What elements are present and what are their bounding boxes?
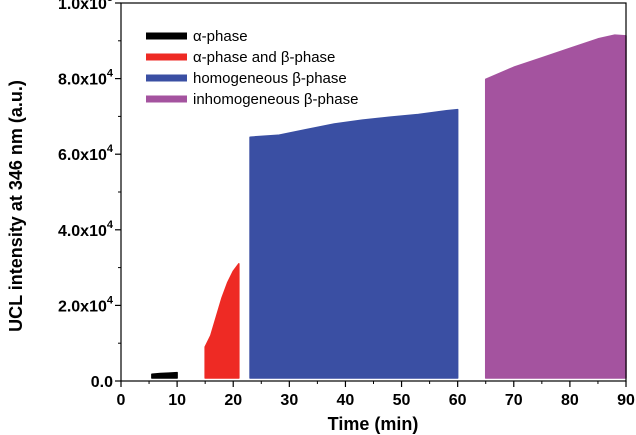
legend-label-2: α-phase and β-phase (193, 49, 335, 66)
x-axis: 0 10 20 30 40 50 60 70 80 90 (117, 381, 635, 409)
series-area-2 (204, 263, 240, 379)
x-tick-label: 50 (393, 392, 411, 409)
x-tick-label: 30 (280, 392, 298, 409)
y-tick-label: 1.0x105 (58, 0, 113, 13)
legend-label-3: homogeneous β-phase (193, 70, 347, 87)
x-tick-label: 70 (505, 392, 523, 409)
x-tick-label: 90 (617, 392, 635, 409)
legend-label-1: α-phase (193, 28, 248, 45)
x-axis-title: Time (min) (328, 414, 419, 434)
x-tick-label: 40 (337, 392, 355, 409)
y-axis-title: UCL intensity at 346 nm (a.u.) (6, 80, 26, 332)
x-tick-label: 20 (224, 392, 242, 409)
plot-areas (151, 34, 627, 379)
x-tick-label: 60 (449, 392, 467, 409)
x-tick-label: 10 (168, 392, 186, 409)
legend: α-phase α-phase and β-phase homogeneous β-… (146, 28, 358, 108)
y-tick-label: 2.0x104 (58, 294, 114, 315)
y-axis: 0.0 2.0x104 4.0x104 6.0x104 8.0x104 1.0x105 (58, 0, 121, 391)
x-tick-label: 80 (561, 392, 579, 409)
series-area-1 (151, 371, 178, 379)
y-tick-label: 0.0 (91, 374, 113, 391)
y-tick-label: 6.0x104 (58, 143, 114, 164)
y-tick-label: 4.0x104 (58, 219, 114, 240)
series-area-4 (484, 34, 627, 379)
y-tick-label: 8.0x104 (58, 68, 114, 89)
series-area-3 (249, 108, 459, 379)
legend-label-4: inhomogeneous β-phase (193, 91, 358, 108)
x-tick-label: 0 (117, 392, 126, 409)
